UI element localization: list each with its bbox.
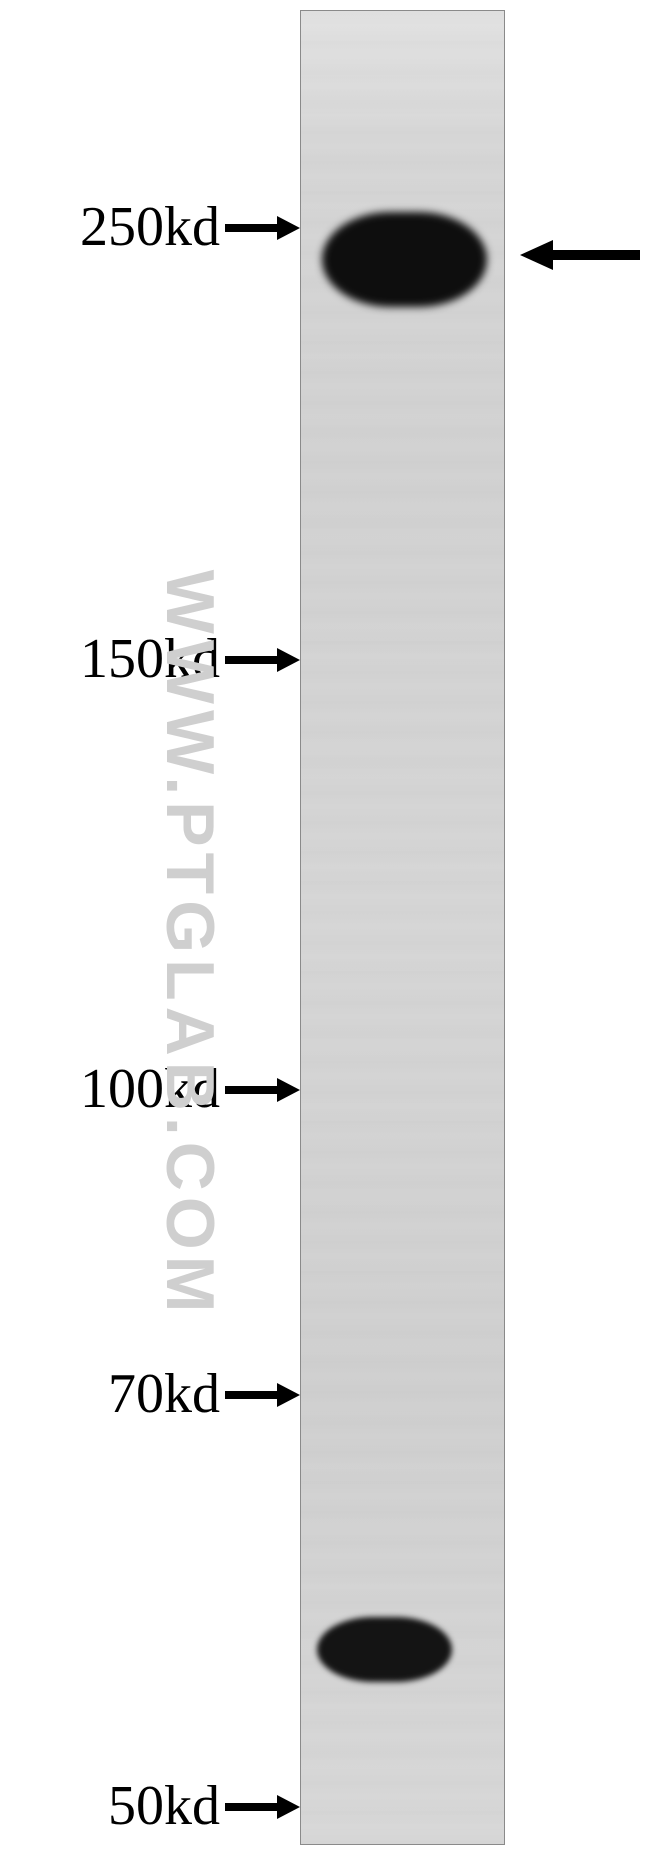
marker-70kd-label: 70kd: [0, 1362, 220, 1426]
marker-50kd-label: 50kd: [0, 1774, 220, 1838]
marker-70kd-arrow: [225, 1381, 300, 1409]
marker-100kd-arrow: [225, 1076, 300, 1104]
blot-figure: 250kd 150kd 100kd 70kd 50kd: [0, 0, 650, 1855]
marker-100kd-label: 100kd: [0, 1057, 220, 1121]
marker-150kd-arrow: [225, 646, 300, 674]
marker-250kd-label: 250kd: [0, 195, 220, 259]
band-target: [322, 212, 487, 307]
marker-50kd-arrow: [225, 1793, 300, 1821]
target-arrow: [520, 238, 640, 272]
marker-150kd-label: 150kd: [0, 627, 220, 691]
marker-250kd-arrow: [225, 214, 300, 242]
band-secondary: [317, 1617, 452, 1682]
